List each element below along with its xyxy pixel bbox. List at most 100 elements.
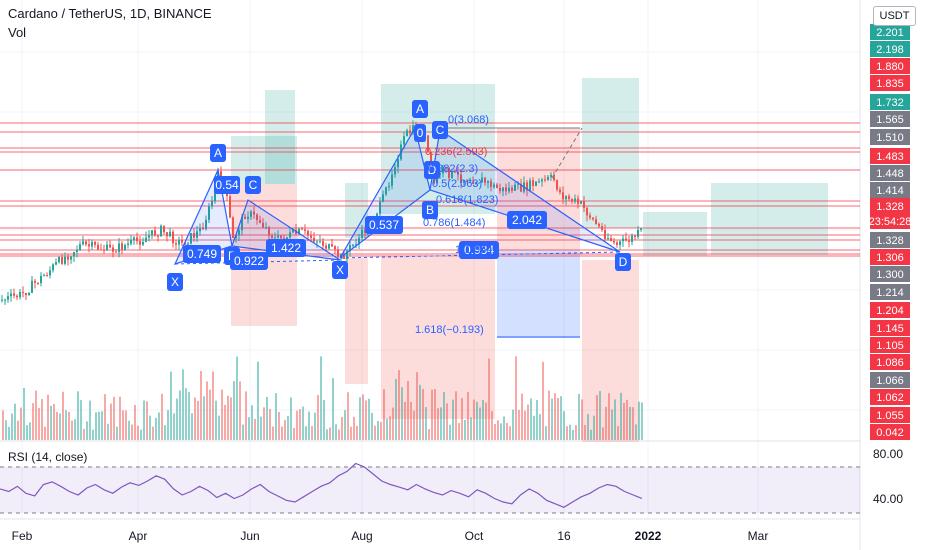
volume-bar [593,415,595,440]
candle-body [121,243,123,250]
candle-body [13,293,15,296]
volume-bar [272,426,274,440]
price-tag: 1.214 [876,287,904,299]
point-label-box [167,273,183,291]
candle-body [187,243,189,245]
volume-bar [248,417,250,440]
candle-body [436,174,438,184]
candle-body [625,238,627,241]
volume-bar [254,418,256,440]
volume-bar [356,425,358,440]
volume-bar [2,410,4,440]
volume-bar [395,378,397,440]
volume-bar [518,409,520,440]
volume-bar [566,426,568,440]
position-zone [345,183,368,238]
point-label: A [214,146,222,160]
volume-bar [104,394,106,440]
candle-body [466,180,468,182]
volume-bar [14,403,16,440]
candle-body [520,183,522,192]
candle-body [499,187,501,192]
candle-body [568,196,570,199]
volume-bar [296,410,298,440]
candle-body [175,243,177,245]
candle-body [202,228,204,230]
point-label-box [424,161,440,179]
candle-body [463,180,465,183]
fib-label: 0.786(1.484) [423,217,485,229]
candle-body [76,249,78,252]
point-label: X [336,263,344,277]
candle-body [4,299,6,301]
candle-body [583,201,585,208]
candle-body [601,226,603,230]
candle-body [235,235,237,238]
candle-body [610,237,612,241]
candle-body [379,201,381,214]
volume-bar [161,393,163,440]
volume-bar [626,399,628,440]
candle-body [298,228,300,234]
point-label: C [249,178,258,192]
currency-button[interactable]: USDT [873,6,916,26]
volume-bar [149,415,151,440]
volume-bar [185,388,187,440]
candle-body [190,233,192,244]
candle-body [88,244,90,247]
volume-bar [389,416,391,440]
volume-bar [230,397,232,440]
volume-bar [26,425,28,440]
candle-body [490,181,492,188]
ratio-label: 0 [417,126,424,140]
volume-bar [440,407,442,440]
price-tag-box [870,389,910,405]
candle-body [145,237,147,243]
volume-bar [134,405,136,440]
candle-body [481,177,483,183]
volume-bar [44,426,46,440]
volume-bar [524,410,526,440]
candle-body [124,244,126,250]
volume-bar [152,426,154,440]
price-tag: 1.880 [876,61,904,73]
candle-body [538,181,540,183]
candle-body [496,184,498,188]
price-axis[interactable]: 2.201 2.198 1.880 1.835 1.732 1.565 1.510 1.483… [869,24,912,440]
volume-bar [563,411,565,440]
candle-body [334,246,336,250]
volume-bar [527,404,529,440]
position-zone [345,258,368,384]
volume-bar [482,399,484,440]
candle-body [157,235,159,237]
candle-body [289,232,291,238]
candle-body [208,206,210,220]
candle-body [553,174,555,181]
candle-body [10,293,12,297]
volume-bar [473,399,475,440]
candle-body [142,242,144,245]
price-tag: 1.835 [876,78,904,90]
volume-bar [251,405,253,440]
volume-bar [17,420,19,440]
volume-bar [380,421,382,440]
volume-bar [125,410,127,440]
volume-bar [632,407,634,440]
candle-body [550,174,552,177]
volume-bar [20,407,22,440]
volume-bar [530,398,532,440]
candle-body [292,229,294,233]
candle-body [598,223,600,227]
volume-bar [326,429,328,440]
volume-bar [221,389,223,440]
candle-body [445,166,447,168]
volume-bar [494,424,496,440]
candle-body [511,187,513,191]
volume-bar [539,414,541,440]
volume-bar [458,422,460,440]
price-tag: 0.042 [876,427,904,439]
ratio-label-box [214,176,240,194]
candle-body [427,135,429,152]
candle-body [115,251,117,253]
